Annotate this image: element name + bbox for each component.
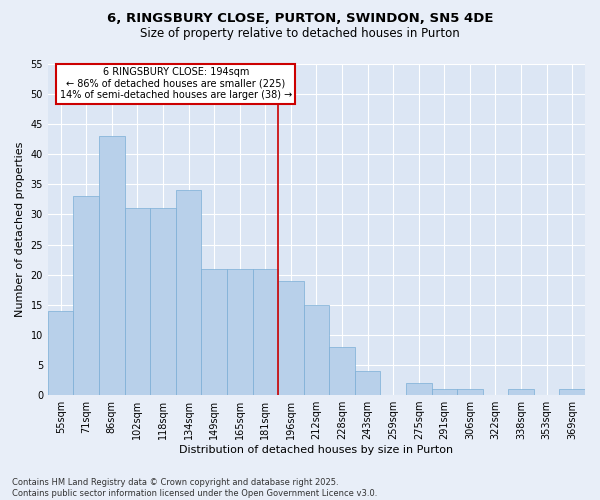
Bar xyxy=(150,208,176,395)
Bar xyxy=(559,389,585,395)
Bar xyxy=(73,196,99,395)
X-axis label: Distribution of detached houses by size in Purton: Distribution of detached houses by size … xyxy=(179,445,454,455)
Bar xyxy=(278,280,304,395)
Bar xyxy=(227,268,253,395)
Text: 6, RINGSBURY CLOSE, PURTON, SWINDON, SN5 4DE: 6, RINGSBURY CLOSE, PURTON, SWINDON, SN5… xyxy=(107,12,493,26)
Bar xyxy=(508,389,534,395)
Text: Contains HM Land Registry data © Crown copyright and database right 2025.
Contai: Contains HM Land Registry data © Crown c… xyxy=(12,478,377,498)
Bar xyxy=(304,305,329,395)
Bar xyxy=(406,383,431,395)
Bar xyxy=(202,268,227,395)
Bar xyxy=(253,268,278,395)
Bar xyxy=(176,190,202,395)
Bar xyxy=(48,311,73,395)
Bar xyxy=(329,347,355,395)
Bar xyxy=(431,389,457,395)
Bar xyxy=(355,371,380,395)
Text: 6 RINGSBURY CLOSE: 194sqm
← 86% of detached houses are smaller (225)
14% of semi: 6 RINGSBURY CLOSE: 194sqm ← 86% of detac… xyxy=(59,67,292,100)
Text: Size of property relative to detached houses in Purton: Size of property relative to detached ho… xyxy=(140,28,460,40)
Y-axis label: Number of detached properties: Number of detached properties xyxy=(15,142,25,317)
Bar xyxy=(457,389,482,395)
Bar xyxy=(99,136,125,395)
Bar xyxy=(125,208,150,395)
